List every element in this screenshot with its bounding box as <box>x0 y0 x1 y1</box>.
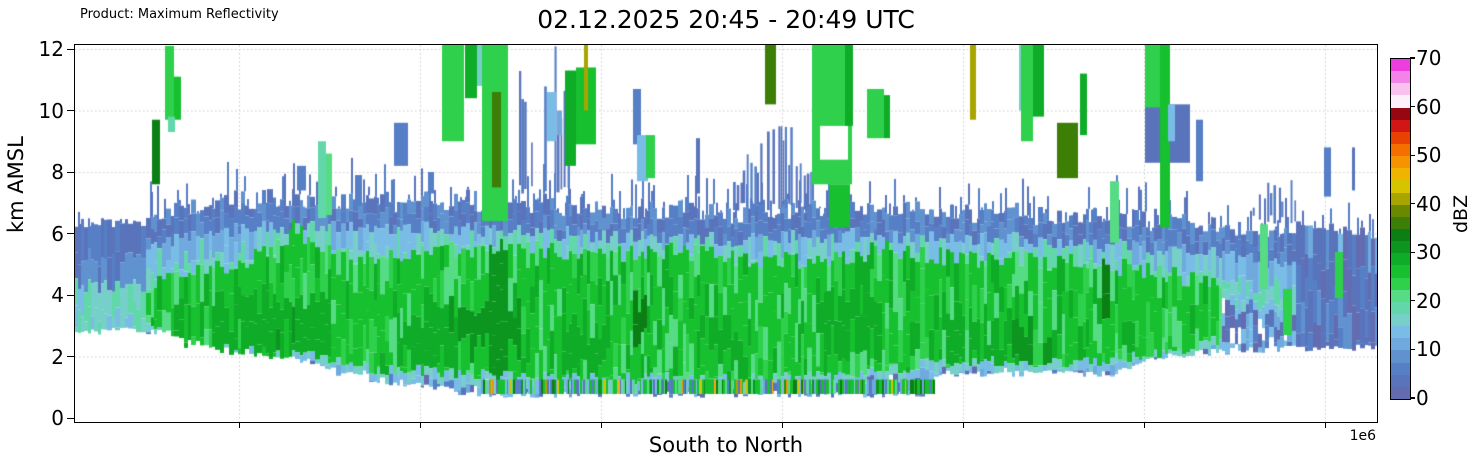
y-tick-label: 0 <box>51 406 64 430</box>
colorbar-tick-label: 60 <box>1416 94 1442 119</box>
figure-title: 02.12.2025 20:45 - 20:49 UTC <box>537 5 915 34</box>
colorbar-segment <box>1391 143 1410 157</box>
y-tick-mark <box>67 171 74 173</box>
y-tick-mark <box>67 417 74 419</box>
x-tick-mark <box>238 422 240 428</box>
y-tick-label: 4 <box>51 283 64 307</box>
colorbar <box>1390 58 1411 400</box>
colorbar-segment <box>1391 386 1410 399</box>
x-tick-mark <box>600 422 602 428</box>
colorbar-segment <box>1391 167 1410 181</box>
colorbar-tick-label: 50 <box>1416 143 1442 168</box>
colorbar-segment <box>1391 301 1410 314</box>
colorbar-segment <box>1391 228 1410 242</box>
y-tick-mark <box>67 356 74 358</box>
y-tick-mark <box>67 233 74 235</box>
colorbar-segment <box>1391 192 1410 205</box>
colorbar-tick-mark <box>1410 57 1415 59</box>
colorbar-segment <box>1391 289 1410 302</box>
colorbar-segment <box>1391 240 1410 254</box>
y-tick-label: 8 <box>51 160 64 184</box>
colorbar-segment <box>1391 58 1410 72</box>
colorbar-segment <box>1391 362 1410 375</box>
colorbar-segment <box>1391 252 1410 266</box>
y-tick-label: 12 <box>38 37 64 61</box>
colorbar-tick-label: 20 <box>1416 288 1442 313</box>
colorbar-segment <box>1391 179 1410 193</box>
y-tick-label: 2 <box>51 344 64 369</box>
colorbar-segment <box>1391 216 1410 229</box>
colorbar-segment <box>1391 131 1410 144</box>
colorbar-segment <box>1391 374 1410 387</box>
colorbar-segment <box>1391 119 1410 132</box>
x-axis-label: South to North <box>648 433 804 457</box>
colorbar-segment <box>1391 313 1410 327</box>
product-label: Product: Maximum Reflectivity <box>80 7 279 22</box>
x-tick-mark <box>419 422 421 428</box>
colorbar-tick-mark <box>1410 300 1415 302</box>
y-tick-mark <box>67 110 74 112</box>
x-tick-mark <box>1324 422 1326 428</box>
y-tick-mark <box>67 294 74 296</box>
colorbar-tick-label: 10 <box>1416 337 1442 362</box>
colorbar-segment <box>1391 264 1410 278</box>
colorbar-segment <box>1391 337 1410 351</box>
y-tick-mark <box>67 48 74 50</box>
colorbar-tick-label: 40 <box>1416 191 1442 216</box>
colorbar-segment <box>1391 204 1410 217</box>
reflectivity-heatmap-canvas <box>75 45 1377 422</box>
y-tick-label: 10 <box>38 98 64 123</box>
colorbar-tick-label: 70 <box>1416 46 1442 70</box>
colorbar-tick-mark <box>1410 348 1415 351</box>
plot-area <box>74 44 1378 423</box>
colorbar-segment <box>1391 94 1410 108</box>
colorbar-segment <box>1391 107 1410 120</box>
x-tick-mark <box>962 422 964 428</box>
x-axis-offset-label: 1e6 <box>1349 428 1376 444</box>
colorbar-tick-mark <box>1410 397 1415 399</box>
colorbar-tick-mark <box>1410 203 1415 205</box>
y-tick-label: 6 <box>51 221 64 246</box>
colorbar-segment <box>1391 82 1410 96</box>
colorbar-segment <box>1391 349 1410 363</box>
colorbar-tick-label: 30 <box>1416 240 1442 265</box>
colorbar-tick-mark <box>1410 105 1415 108</box>
colorbar-tick-label: 0 <box>1416 386 1429 410</box>
colorbar-segment <box>1391 325 1410 339</box>
colorbar-tick-mark <box>1410 154 1415 156</box>
colorbar-segment <box>1391 155 1410 169</box>
x-tick-mark <box>1143 422 1145 428</box>
colorbar-segment <box>1391 70 1410 84</box>
colorbar-segment <box>1391 277 1410 290</box>
colorbar-tick-mark <box>1410 251 1415 253</box>
x-tick-mark <box>781 422 783 428</box>
